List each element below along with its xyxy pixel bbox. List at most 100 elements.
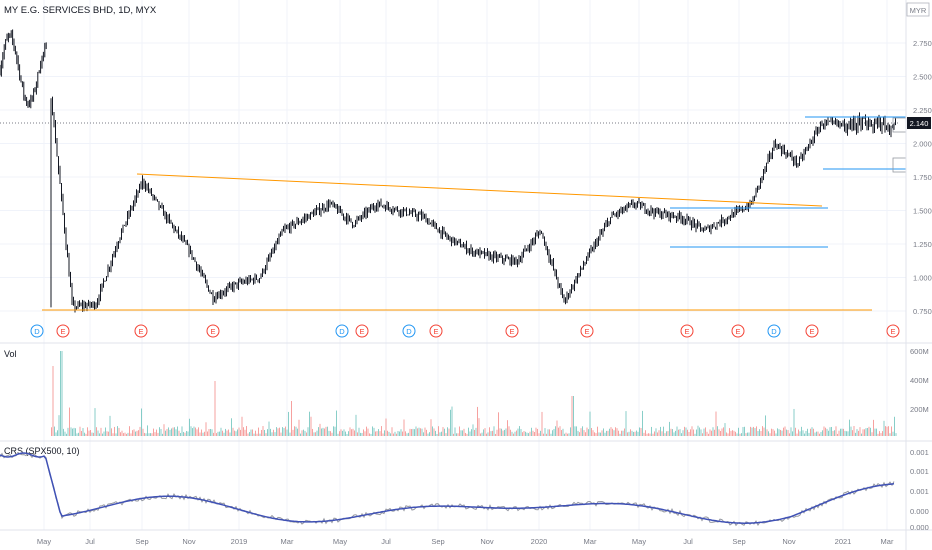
- volume-bar: [642, 410, 643, 436]
- volume-bar: [801, 426, 802, 436]
- volume-bar: [285, 426, 286, 436]
- earnings-marker-letter: E: [60, 327, 65, 336]
- time-axis[interactable]: May Jul Sep Nov 2019 Mar May Jul Sep Nov 2020 Mar Ma…: [37, 537, 894, 546]
- volume-bar: [813, 428, 814, 436]
- volume-bar: [396, 433, 397, 436]
- crs-tick-labels: 0.001 0.001 0.001 0.000 0.000: [910, 448, 929, 532]
- volume-bar: [187, 431, 189, 436]
- dividend-marker[interactable]: D: [30, 324, 44, 338]
- volume-bar: [834, 430, 835, 436]
- earnings-marker[interactable]: E: [805, 324, 819, 338]
- volume-bar: [292, 429, 294, 436]
- volume-label: Vol: [4, 349, 17, 359]
- earnings-marker-circle[interactable]: [56, 324, 70, 338]
- dividend-marker[interactable]: D: [402, 324, 416, 338]
- volume-bar: [507, 420, 508, 436]
- volume-bar: [163, 424, 165, 436]
- earnings-marker[interactable]: E: [429, 324, 443, 338]
- time-axis-label: Sep: [431, 537, 444, 546]
- earnings-marker[interactable]: E: [580, 324, 594, 338]
- volume-bar: [714, 429, 715, 436]
- volume-bar: [769, 433, 771, 436]
- volume-bar: [817, 431, 819, 436]
- volume-bar: [637, 431, 639, 436]
- volume-bar: [126, 433, 127, 436]
- volume-bar: [294, 426, 295, 436]
- earnings-marker[interactable]: E: [206, 324, 220, 338]
- volume-bar: [325, 426, 327, 436]
- volume-bar: [559, 426, 561, 436]
- earnings-marker[interactable]: E: [505, 324, 519, 338]
- earnings-marker-circle[interactable]: [805, 324, 819, 338]
- volume-bar: [790, 427, 792, 436]
- volume-bar: [117, 426, 118, 436]
- volume-bar: [667, 431, 669, 436]
- volume-bar: [466, 433, 468, 436]
- earnings-marker-circle[interactable]: [680, 324, 694, 338]
- volume-bar: [454, 427, 456, 436]
- volume-bar: [874, 428, 876, 436]
- dividend-marker-circle[interactable]: [767, 324, 781, 338]
- volume-pane[interactable]: Vol: [4, 349, 897, 436]
- crs-pane[interactable]: CRS (SPX500, 10): [0, 446, 895, 527]
- dividend-marker-circle[interactable]: [335, 324, 349, 338]
- price-axis[interactable]: MYR 2.750 2.500 2.250 2.000 1.750 1.500 1.250 1…: [906, 2, 932, 532]
- last-price-label: 2.140: [910, 119, 929, 128]
- earnings-marker-circle[interactable]: [206, 324, 220, 338]
- resistance-trendline[interactable]: [136, 173, 823, 207]
- volume-bar: [756, 426, 757, 436]
- volume-bar: [627, 432, 628, 436]
- volume-bar: [867, 428, 868, 436]
- volume-bar: [61, 351, 63, 436]
- earnings-marker[interactable]: E: [886, 324, 900, 338]
- volume-bar: [414, 429, 415, 436]
- time-axis-label: 2021: [835, 537, 852, 546]
- volume-bar: [177, 426, 178, 436]
- dividend-marker-circle[interactable]: [30, 324, 44, 338]
- earnings-marker[interactable]: E: [134, 324, 148, 338]
- earnings-marker[interactable]: E: [56, 324, 70, 338]
- dividend-marker-circle[interactable]: [402, 324, 416, 338]
- volume-bar: [171, 428, 172, 436]
- volume-bar: [120, 432, 121, 436]
- volume-bar: [364, 431, 366, 436]
- volume-bar: [792, 431, 793, 436]
- volume-bar: [238, 427, 240, 436]
- volume-bar: [222, 430, 223, 436]
- volume-bar: [265, 433, 267, 436]
- volume-bar: [406, 433, 408, 436]
- earnings-marker-circle[interactable]: [429, 324, 443, 338]
- volume-bar: [549, 429, 550, 436]
- dividend-marker[interactable]: D: [335, 324, 349, 338]
- last-price-badge: [907, 117, 931, 129]
- earnings-marker-circle[interactable]: [505, 324, 519, 338]
- volume-bar: [534, 432, 535, 436]
- earnings-marker-circle[interactable]: [886, 324, 900, 338]
- volume-bar: [726, 432, 727, 436]
- volume-bar: [664, 433, 666, 436]
- volume-bar: [688, 431, 690, 436]
- earnings-marker-circle[interactable]: [134, 324, 148, 338]
- dividend-marker[interactable]: D: [767, 324, 781, 338]
- earnings-marker-circle[interactable]: [580, 324, 594, 338]
- earnings-marker[interactable]: E: [731, 324, 745, 338]
- volume-bar: [399, 431, 400, 436]
- volume-bar: [213, 432, 214, 436]
- volume-bar: [781, 430, 783, 436]
- volume-bar: [723, 427, 724, 436]
- earnings-marker-circle[interactable]: [731, 324, 745, 338]
- volume-bar: [115, 433, 117, 436]
- volume-bar: [88, 430, 90, 436]
- volume-bar: [787, 430, 789, 436]
- volume-bar: [270, 428, 271, 436]
- earnings-marker[interactable]: E: [355, 324, 369, 338]
- earnings-marker[interactable]: E: [680, 324, 694, 338]
- earnings-marker-circle[interactable]: [355, 324, 369, 338]
- volume-bar: [385, 418, 387, 436]
- price-tick-label: 0.750: [913, 307, 932, 316]
- volume-bar: [193, 426, 195, 436]
- volume-bar: [645, 430, 646, 436]
